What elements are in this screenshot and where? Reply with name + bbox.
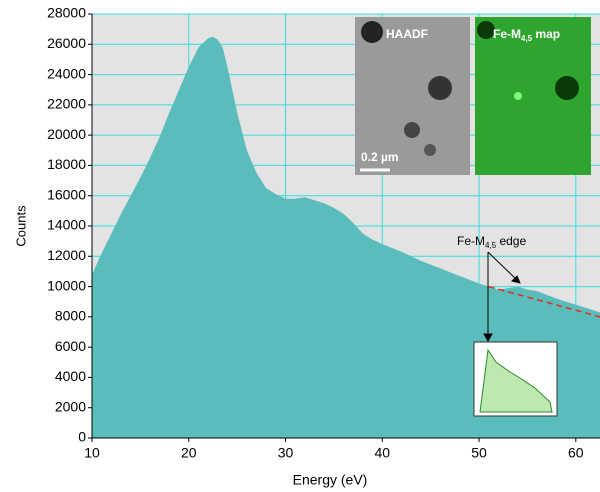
- y-tick-label: 0: [78, 429, 86, 445]
- particle: [514, 92, 522, 100]
- y-tick-label: 12000: [47, 247, 86, 263]
- y-tick-label: 8000: [55, 308, 86, 324]
- x-axis-label: Energy (eV): [293, 472, 368, 488]
- y-tick-label: 16000: [47, 186, 86, 202]
- particle: [404, 122, 420, 138]
- x-tick-label: 60: [568, 445, 584, 461]
- y-tick-label: 2000: [55, 398, 86, 414]
- x-tick-label: 30: [278, 445, 294, 461]
- y-tick-label: 22000: [47, 96, 86, 112]
- y-tick-label: 18000: [47, 156, 86, 172]
- label-part: map: [532, 27, 560, 41]
- y-axis-label: Counts: [13, 205, 28, 247]
- label-part: Fe-M: [457, 234, 485, 248]
- inset-label: HAADF: [386, 27, 428, 41]
- y-tick-label: 26000: [47, 35, 86, 51]
- y-tick-label: 28000: [47, 5, 86, 21]
- particle: [555, 76, 579, 100]
- x-tick-label: 40: [374, 445, 390, 461]
- scale-label: 0.2 µm: [361, 150, 399, 164]
- x-tick-label: 50: [471, 445, 487, 461]
- y-tick-label: 14000: [47, 217, 86, 233]
- particle: [424, 144, 436, 156]
- x-tick-label: 20: [181, 445, 197, 461]
- label-part: edge: [496, 234, 526, 248]
- y-tick-label: 10000: [47, 277, 86, 293]
- label-part: Fe-M: [493, 27, 521, 41]
- label-sub: 4,5: [521, 34, 533, 43]
- particle: [428, 76, 452, 100]
- y-tick-label: 24000: [47, 65, 86, 81]
- chart: 0.2 µm HAADF Fe-M4,5 map Fe-M4,5 edge En…: [0, 0, 600, 492]
- particle: [361, 21, 383, 43]
- y-tick-label: 4000: [55, 368, 86, 384]
- x-tick-label: 10: [84, 445, 100, 461]
- label-sub: 4,5: [485, 241, 497, 250]
- y-tick-label: 6000: [55, 338, 86, 354]
- y-tick-label: 20000: [47, 126, 86, 142]
